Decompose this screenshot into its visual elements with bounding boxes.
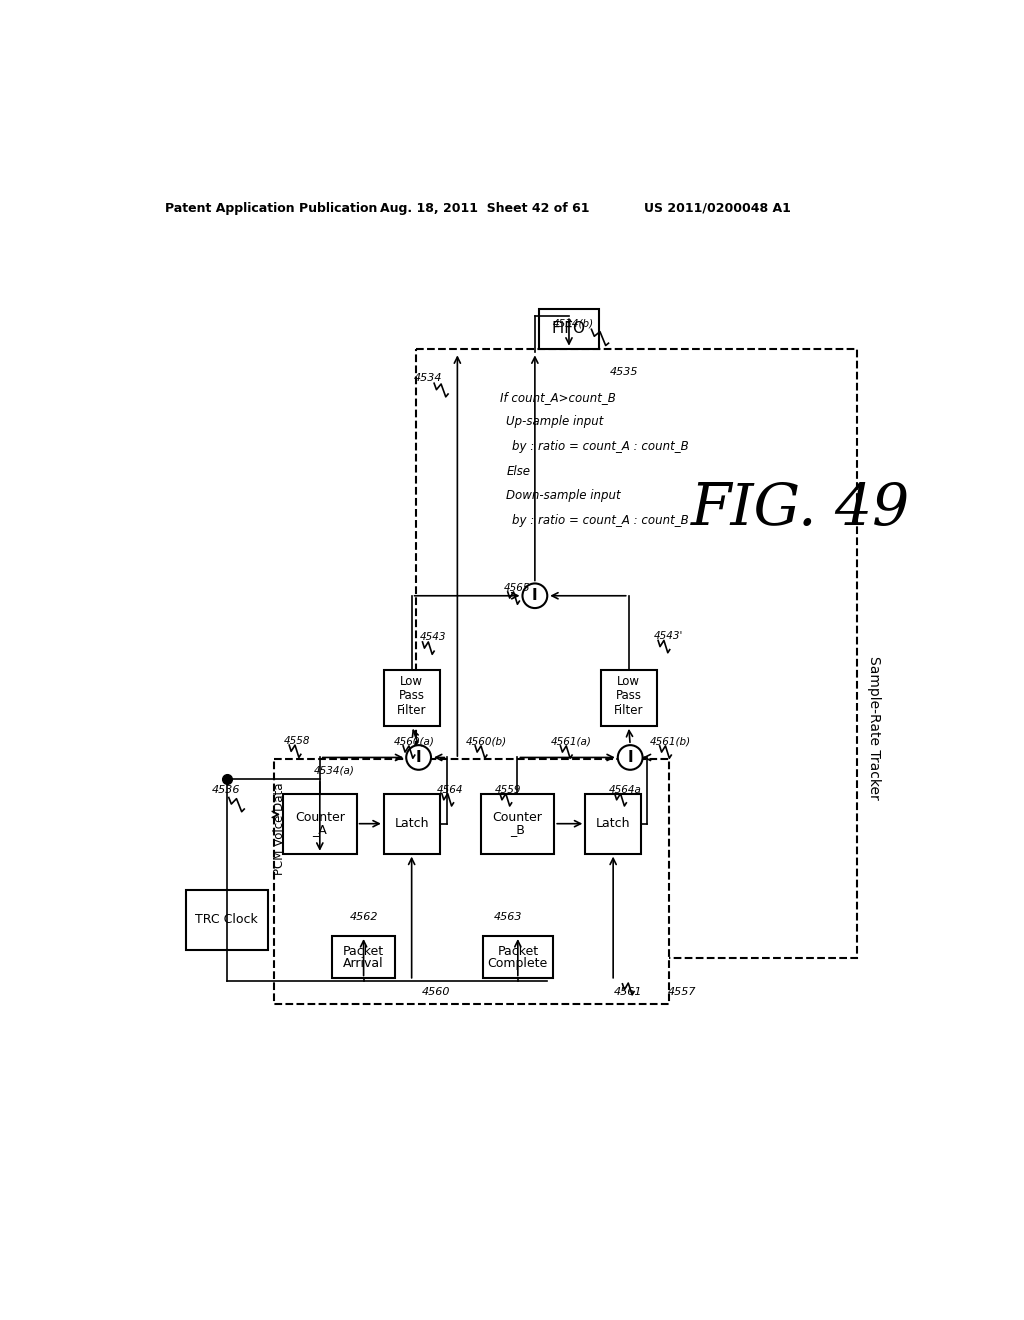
Text: Else: Else bbox=[506, 465, 530, 478]
Text: Sample-Rate Tracker: Sample-Rate Tracker bbox=[866, 656, 881, 800]
Text: TRC Clock: TRC Clock bbox=[196, 913, 258, 927]
Circle shape bbox=[522, 583, 547, 609]
Text: Down-sample input: Down-sample input bbox=[506, 490, 621, 502]
Text: 4562: 4562 bbox=[350, 912, 379, 921]
Text: 4534(a): 4534(a) bbox=[314, 766, 355, 776]
Text: Counter: Counter bbox=[295, 810, 345, 824]
Text: 4543: 4543 bbox=[419, 632, 445, 643]
Bar bbox=[384, 671, 439, 726]
Text: Complete: Complete bbox=[487, 957, 548, 970]
Text: 4563: 4563 bbox=[494, 912, 522, 921]
Bar bbox=[332, 936, 395, 978]
Text: Patent Application Publication: Patent Application Publication bbox=[165, 202, 378, 215]
Text: 4560(b): 4560(b) bbox=[466, 737, 507, 746]
Text: I: I bbox=[416, 750, 422, 766]
Text: PCM Voice Data: PCM Voice Data bbox=[272, 781, 286, 875]
Text: _B: _B bbox=[510, 824, 525, 837]
Bar bbox=[417, 350, 856, 958]
Text: 4558: 4558 bbox=[284, 737, 310, 746]
Text: 4560: 4560 bbox=[422, 986, 451, 997]
Text: FIG. 49: FIG. 49 bbox=[691, 480, 910, 537]
Text: 4557: 4557 bbox=[668, 986, 696, 997]
Text: by : ratio = count_A : count_B: by : ratio = count_A : count_B bbox=[512, 440, 689, 453]
Text: _A: _A bbox=[312, 824, 328, 837]
Text: 4564: 4564 bbox=[436, 785, 463, 795]
Text: Packet: Packet bbox=[498, 945, 539, 957]
Text: Filter: Filter bbox=[397, 704, 426, 717]
Bar bbox=[283, 793, 356, 854]
Text: 4535: 4535 bbox=[609, 367, 638, 378]
Text: Pass: Pass bbox=[615, 689, 642, 702]
Text: 4560(a): 4560(a) bbox=[394, 737, 435, 746]
Text: 4564a: 4564a bbox=[609, 785, 642, 795]
Circle shape bbox=[407, 744, 431, 770]
Bar bbox=[586, 793, 641, 854]
Text: Packet: Packet bbox=[343, 945, 384, 957]
Bar bbox=[186, 890, 267, 950]
Text: Low: Low bbox=[400, 675, 423, 688]
Text: 4561: 4561 bbox=[613, 986, 642, 997]
Text: Up-sample input: Up-sample input bbox=[506, 416, 603, 428]
Text: I: I bbox=[532, 589, 538, 603]
Text: 4543': 4543' bbox=[654, 631, 684, 640]
Text: 4534(b): 4534(b) bbox=[553, 319, 594, 329]
Bar bbox=[480, 793, 554, 854]
Text: 4536: 4536 bbox=[212, 785, 241, 795]
Text: 4559: 4559 bbox=[495, 785, 521, 795]
Text: Arrival: Arrival bbox=[343, 957, 384, 970]
Text: I: I bbox=[628, 750, 633, 766]
Circle shape bbox=[617, 744, 643, 770]
Text: Filter: Filter bbox=[614, 704, 643, 717]
Bar bbox=[483, 936, 553, 978]
Text: US 2011/0200048 A1: US 2011/0200048 A1 bbox=[643, 202, 791, 215]
Text: Latch: Latch bbox=[596, 817, 631, 830]
Bar bbox=[384, 793, 439, 854]
Bar bbox=[273, 759, 669, 1003]
Text: Pass: Pass bbox=[398, 689, 425, 702]
Text: 4534: 4534 bbox=[414, 372, 442, 383]
Text: Aug. 18, 2011  Sheet 42 of 61: Aug. 18, 2011 Sheet 42 of 61 bbox=[380, 202, 589, 215]
Text: Counter: Counter bbox=[493, 810, 543, 824]
Text: 4561(b): 4561(b) bbox=[650, 737, 691, 746]
Text: FIFO: FIFO bbox=[552, 321, 586, 337]
Text: by : ratio = count_A : count_B: by : ratio = count_A : count_B bbox=[512, 513, 689, 527]
Bar bbox=[539, 309, 599, 348]
Text: 4561(a): 4561(a) bbox=[551, 737, 592, 746]
Bar bbox=[601, 671, 656, 726]
Text: Low: Low bbox=[617, 675, 640, 688]
Text: If count_A>count_B: If count_A>count_B bbox=[500, 391, 615, 404]
Text: Latch: Latch bbox=[394, 817, 429, 830]
Text: 4565: 4565 bbox=[504, 583, 530, 593]
